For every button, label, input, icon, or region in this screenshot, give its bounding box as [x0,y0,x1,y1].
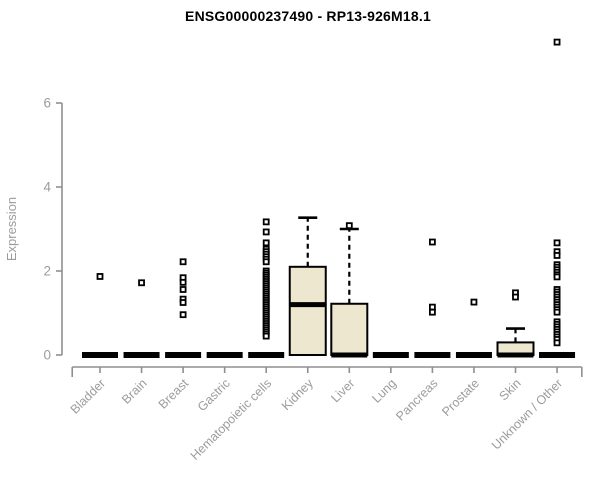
outlier-point [428,238,436,246]
x-tick-label: Bladder [68,376,108,416]
boxplot-prostate [455,352,492,358]
boxplot-gastric [206,352,243,358]
x-tick-label: Breast [156,376,192,412]
outlier-point [553,339,561,347]
x-tick-label: Gastric [195,376,233,414]
zero-bar [82,352,118,358]
boxplot-kidney [288,216,327,356]
x-tick-label: Liver [328,376,357,405]
zero-bar [248,352,285,358]
x-tick-label: Brain [119,376,150,407]
outlier-point [262,239,270,247]
zero-bar [165,352,202,358]
x-tick-label: Prostate [439,376,482,419]
outlier-point [470,298,478,306]
boxplot-brain [123,352,160,358]
outlier-point [179,299,187,306]
outlier-point [262,332,270,340]
outlier-point [262,218,270,226]
outlier-point [96,273,104,280]
outlier-point [345,222,353,230]
boxplot-pancreas [414,352,451,358]
y-axis-title: Expression [4,197,19,261]
x-tick-label: Unknown / Other [489,376,565,452]
iqr-box [330,302,369,357]
x-tick-label: Hematopoietic cells [188,376,275,463]
outlier-point [553,273,561,281]
outlier-point [428,308,436,316]
boxplot-breast [165,352,202,358]
outlier-point [179,311,187,319]
outlier-point [262,228,270,236]
y-tick-label: 2 [43,264,51,279]
x-tick-label: Kidney [279,376,316,413]
y-axis: 0 2 4 6 Expression [4,96,63,363]
outlier-point [179,278,187,286]
x-tick-label: Skin [497,376,524,403]
outlier-point [553,308,561,316]
boxplot-liver [330,227,369,358]
boxplot-hematopoietic-cells [248,352,285,358]
boxplot-lung [372,352,409,358]
outlier-point [138,279,145,287]
boxplot-bladder [82,352,118,358]
x-tick-label: Pancreas [393,376,440,423]
zero-bar [206,352,243,358]
iqr-box [288,265,327,356]
chart-title: ENSG00000237490 - RP13-926M18.1 [185,8,431,24]
x-tick-label: Lung [369,376,399,406]
outlier-point [262,258,270,266]
zero-bar [414,352,451,358]
boxplot-unknown-other [539,352,576,358]
zero-bar [539,352,576,358]
y-tick-label: 6 [43,96,51,111]
outlier-point [179,286,187,293]
outlier-point [553,38,561,46]
boxplot-skin [496,327,535,358]
zero-bar [372,352,409,358]
outlier-point [553,252,561,259]
outlier-point [512,293,519,301]
zero-bar [455,352,492,358]
y-tick-label: 0 [43,348,51,363]
outlier-point [553,239,561,247]
zero-bar [123,352,160,358]
y-tick-label: 4 [43,180,51,195]
outlier-point [179,258,187,266]
